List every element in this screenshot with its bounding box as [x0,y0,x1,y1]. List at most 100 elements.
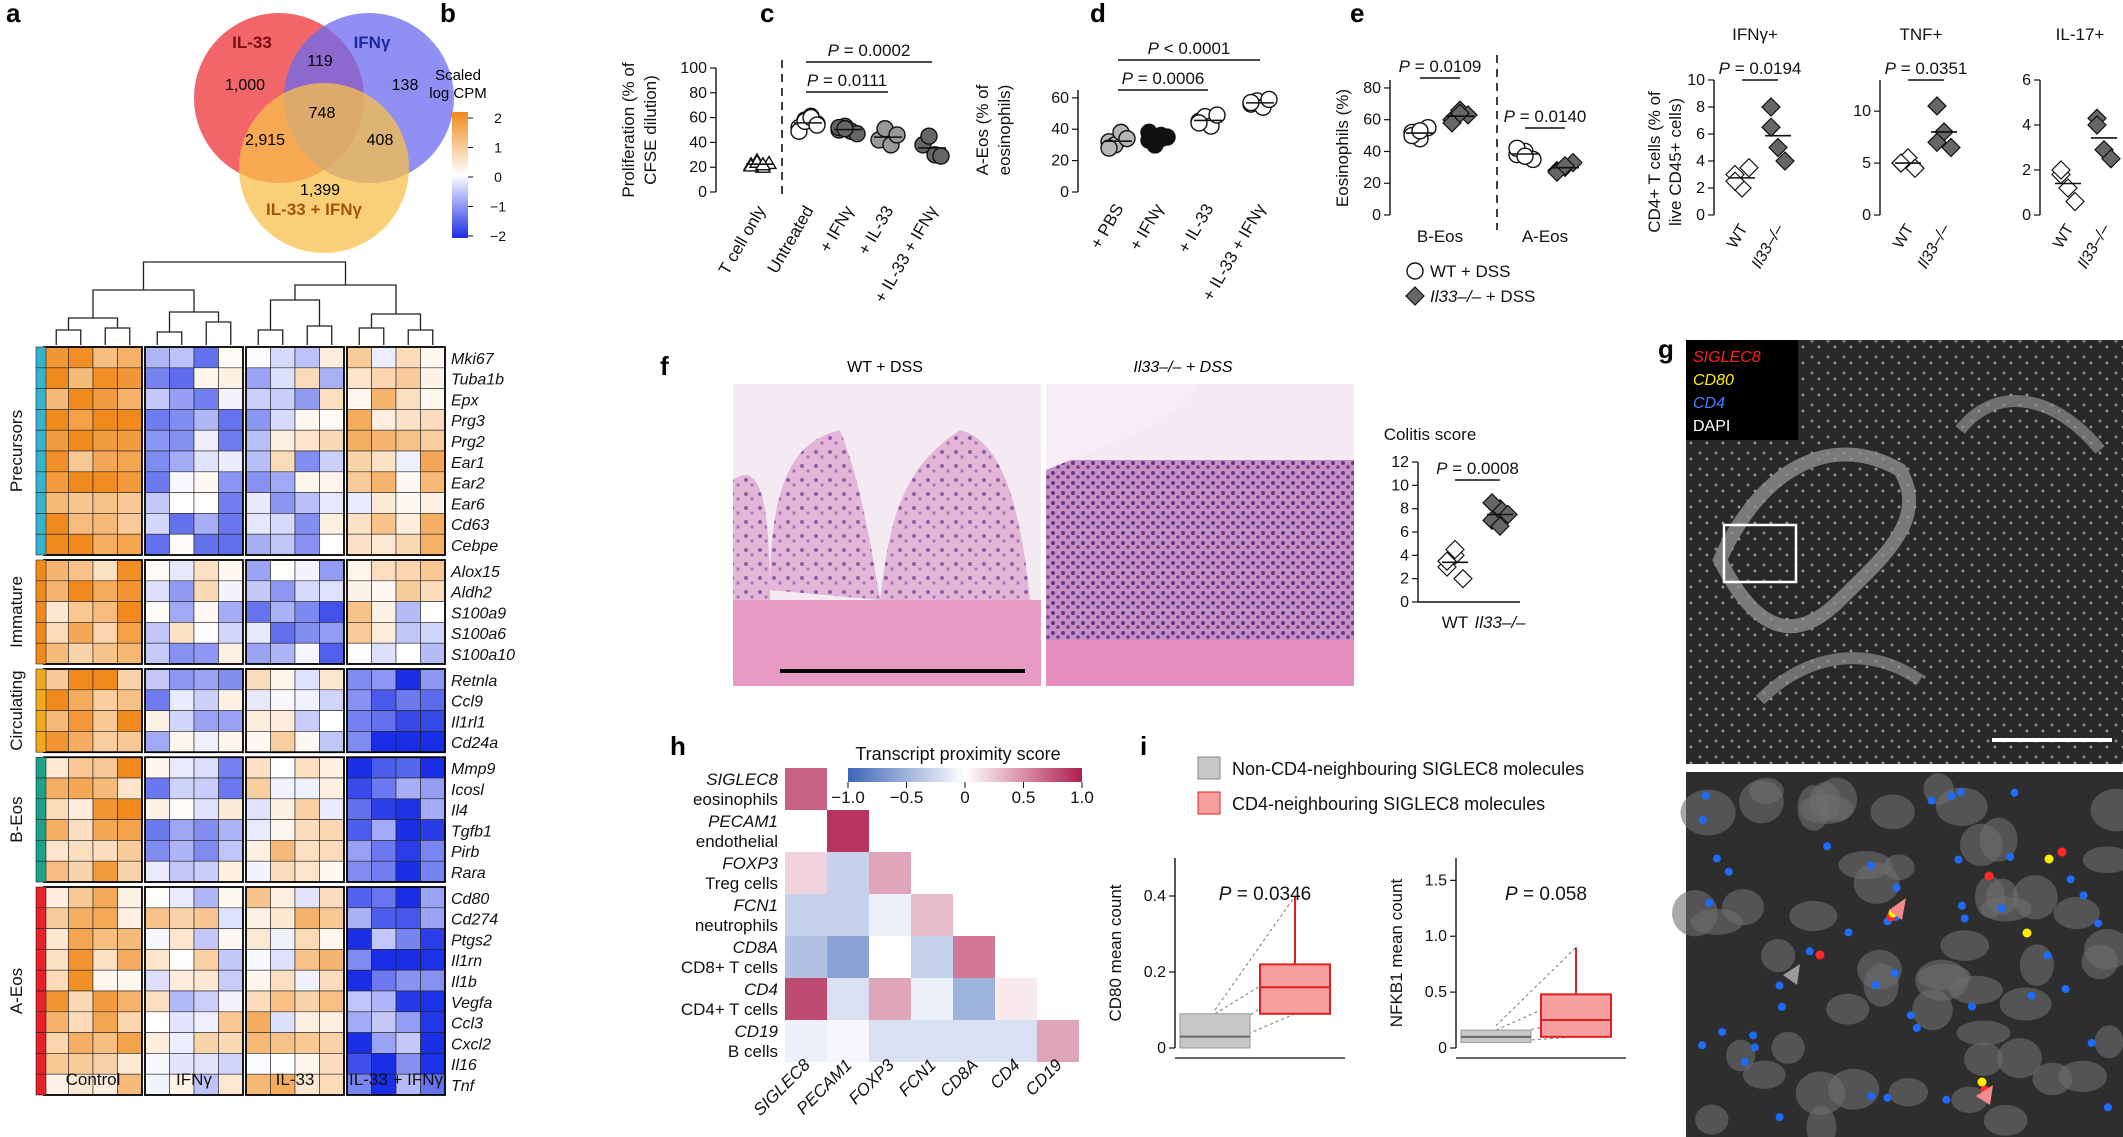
heatmap-cell [371,346,397,369]
heatmap-cell [92,969,118,992]
heatmap-cell [193,1011,219,1033]
p-value-label: P = 0.0109 [1399,57,1482,76]
heatmap-cell [346,622,372,644]
heatmap-cell [43,990,69,1013]
heatmap-cell [169,346,195,369]
heatmap-cell [68,580,94,602]
cd4-dot [1871,981,1880,990]
heatmap-cell [43,471,69,493]
heatmap-cell [319,409,345,431]
nucleus [1806,1106,1837,1137]
heatmap-cell [92,777,118,800]
histology-image-wt [733,384,1041,686]
heatmap-cell [245,450,271,473]
heatmap-cell [144,668,170,691]
heatmap-cell [144,622,170,644]
y-tick-label: 0 [698,184,707,201]
heatmap-cell [68,559,94,582]
heatmap-cell [245,949,271,971]
dendrogram-branch [156,331,183,345]
heatmap-cell [395,409,421,431]
heatmap-cell [245,388,271,410]
heatmap-cell [144,559,170,582]
heatmap-cell [420,840,446,862]
proximity-cell [869,1020,911,1062]
gene-label: Cebpe [451,538,498,555]
heatmap-cell [420,367,446,389]
heatmap-cell [346,513,372,535]
column-group-label: IL-33 [276,1070,315,1089]
heatmap-cell [117,367,143,389]
heatmap-cell [68,949,94,971]
proximity-cell [869,978,911,1020]
heatmap-cell [92,601,118,623]
heatmap-cell [117,907,143,929]
heatmap-cell [346,990,372,1013]
nucleus [1983,1104,2028,1136]
colitis-score-chart: Colitis score 0 2 4 6 8 10 12 P = 0.0008 WT Il33–/… [1384,425,1526,632]
heatmap-cell [420,429,446,452]
heatmap-cell [68,513,94,535]
p-value-label: P = 0.058 [1505,884,1587,905]
heatmap-cell [117,840,143,862]
heatmap-cell [270,642,296,665]
heatmap-cell [294,886,320,909]
nucleus [1857,949,1902,990]
cd4-dot [1954,855,1963,864]
legend-swatch-gray [1197,756,1221,780]
panel-letter-c: c [760,0,774,28]
gene-label: Il1rn [451,953,482,970]
heatmap-cell [371,580,397,602]
heatmap-cell [371,388,397,410]
heatmap-cell [319,798,345,820]
row-group-label: B-Eos [7,796,26,842]
cd4-dot [1867,1092,1876,1101]
heatmap-block-border [144,886,244,1096]
y-tick-label: 60 [689,110,707,127]
heatmap-cell [395,840,421,862]
row-gene-label: SIGLEC8 [706,770,778,789]
panel-letter-d: d [1090,0,1106,28]
data-point-diamond [1927,132,1947,153]
heatmap-cell [68,969,94,992]
heatmap-cell [395,429,421,452]
heatmap-cell [169,907,195,929]
data-point-diamond [1437,551,1457,572]
row-group-bar-cell [35,471,47,493]
y-tick-label: 100 [680,60,707,77]
heatmap-cell [169,513,195,535]
heatmap-cell [270,471,296,493]
heatmap-cell [68,731,94,753]
heatmap-cell [193,492,219,514]
venn-circle-combo [239,83,409,253]
heatmap-cell [270,756,296,779]
heatmap-cell [218,601,244,623]
heatmap-cell [144,642,170,665]
heatmap-legend-title-1: Scaled [435,67,481,84]
heatmap-cell [117,798,143,820]
heatmap-cell [346,668,372,691]
proximity-cell [911,1020,953,1062]
heatmap-cell [92,668,118,691]
heatmap-cell [270,907,296,929]
heatmap-cell [169,642,195,665]
heatmap-block-border [346,668,446,754]
heatmap-cell [319,668,345,691]
gene-label: Epx [451,392,480,409]
y-axis-label: A-Eos (% of [973,84,992,175]
arrowhead-1 [1889,898,1906,920]
row-group-bar-cell [35,860,47,883]
gene-label: S100a6 [451,626,506,643]
heatmap-cell [270,798,296,820]
heatmap-cell [169,450,195,473]
x-category-label: Il33–/– [1749,221,1788,271]
histology-image-ko [1046,384,1354,686]
nucleus [1809,781,1841,822]
heatmap-cell [245,601,271,623]
heatmap-cell [43,798,69,820]
heatmap-cell [43,777,69,800]
x-category-label: B-Eos [1417,227,1463,246]
heatmap-cell [420,409,446,431]
proximity-cell [995,978,1037,1020]
heatmap-cell [68,710,94,732]
